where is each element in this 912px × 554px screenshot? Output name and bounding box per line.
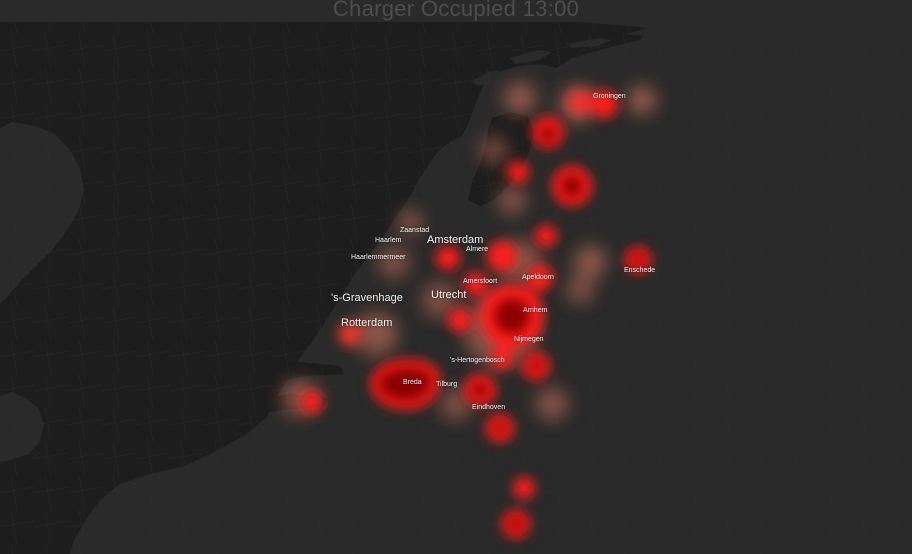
city-label-s-hertogenbosch: 's-Hertogenbosch (450, 357, 505, 364)
map-title: Charger Occupied 13:00 (332, 0, 580, 21)
city-label-rotterdam: Rotterdam (341, 317, 393, 329)
city-label-apeldoorn: Apeldoorn (522, 274, 554, 281)
city-label-tilburg: Tilburg (436, 381, 458, 388)
city-label-amsterdam: Amsterdam (427, 234, 484, 246)
road-network (0, 22, 912, 554)
city-label-utrecht: Utrecht (431, 289, 467, 301)
city-label-zaanstad: Zaanstad (400, 227, 430, 234)
city-label-haarlem: Haarlem (375, 237, 402, 244)
city-label-amersfoort: Amersfoort (463, 278, 498, 285)
map-title-bar: Charger Occupied 13:00 (0, 0, 912, 22)
city-label-eindhoven: Eindhoven (472, 404, 506, 411)
heat-core-layer (378, 126, 644, 531)
city-label-almere: Almere (466, 246, 489, 253)
city-label-breda: Breda (403, 379, 422, 386)
heat-glow-layer (282, 82, 656, 420)
city-label-enschede: Enschede (624, 267, 656, 274)
city-label-haarlemmermeer: Haarlemmermeer (351, 254, 406, 261)
city-label-s-gravenhage: 's-Gravenhage (331, 292, 403, 304)
city-label-groningen: Groningen (593, 93, 626, 100)
city-label-nijmegen: Nijmegen (514, 336, 544, 343)
city-label-arnhem: Arnhem (523, 307, 548, 314)
